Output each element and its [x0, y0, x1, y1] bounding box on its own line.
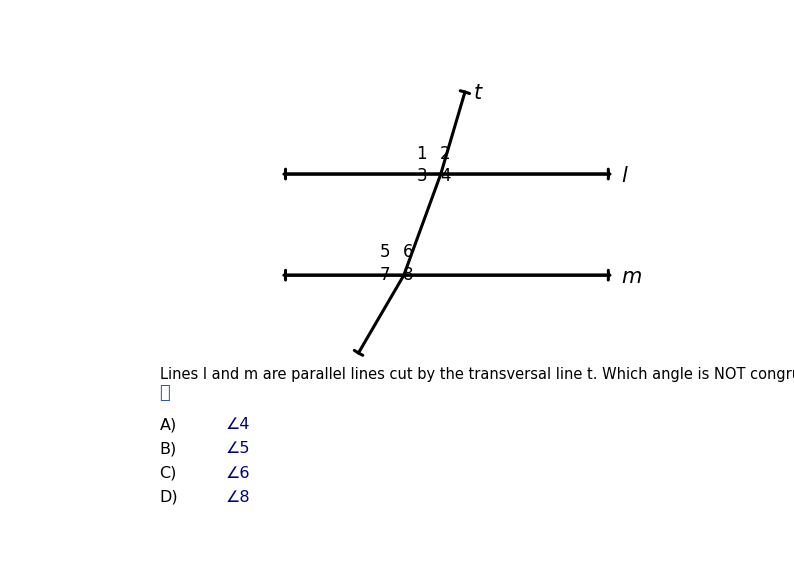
Text: Lines l and m are parallel lines cut by the transversal line t. Which angle is N: Lines l and m are parallel lines cut by …: [160, 367, 794, 381]
Text: ∠4: ∠4: [225, 417, 250, 432]
Text: 6: 6: [403, 243, 414, 262]
Text: 2: 2: [440, 145, 450, 163]
Text: D): D): [160, 490, 178, 505]
Text: 7: 7: [380, 266, 390, 284]
Text: ∠8: ∠8: [225, 490, 250, 505]
Text: m: m: [621, 267, 642, 287]
Text: 🔊: 🔊: [160, 384, 170, 402]
Text: 3: 3: [416, 167, 427, 185]
Text: 4: 4: [440, 167, 450, 185]
Text: l: l: [621, 166, 626, 186]
Text: C): C): [160, 465, 177, 481]
Text: ∠6: ∠6: [225, 465, 250, 481]
Text: t: t: [473, 83, 481, 103]
Text: 8: 8: [403, 266, 414, 284]
Text: B): B): [160, 441, 177, 456]
Text: 1: 1: [416, 145, 427, 163]
Text: 5: 5: [380, 243, 390, 262]
Text: ∠5: ∠5: [225, 441, 250, 456]
Text: A): A): [160, 417, 177, 432]
